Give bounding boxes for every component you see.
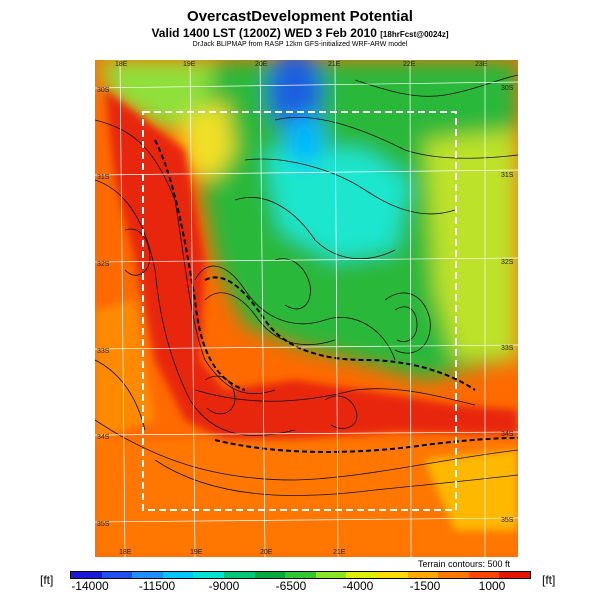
svg-text:35S: 35S	[97, 521, 110, 528]
lon-labels-top: 18E 19E 20E 21E 22E 23E	[115, 61, 488, 68]
lon-labels-bottom: 18E 19E 20E 21E	[119, 549, 346, 556]
terrain-contours	[95, 74, 518, 496]
color-scale-segment	[438, 572, 469, 578]
color-scale-segment	[407, 572, 439, 578]
forecast-tag: [18hrFcst@0024z]	[380, 30, 449, 39]
color-scale-segment	[193, 572, 224, 578]
scale-tick: -9000	[208, 579, 240, 593]
color-scale-segment	[254, 572, 286, 578]
svg-text:19E: 19E	[190, 549, 203, 556]
valid-time: Valid 1400 LST (1200Z) WED 3 Feb 2010	[151, 26, 377, 40]
svg-text:30S: 30S	[501, 85, 514, 92]
svg-text:18E: 18E	[119, 549, 132, 556]
svg-text:32S: 32S	[501, 259, 514, 266]
color-scale-segment	[499, 572, 530, 578]
unit-label-left: [ft]	[40, 573, 54, 587]
map-title: OvercastDevelopment Potential	[187, 8, 413, 25]
svg-text:32S: 32S	[97, 261, 110, 268]
svg-text:21E: 21E	[333, 549, 346, 556]
svg-text:22E: 22E	[403, 61, 416, 68]
lat-lon-grid	[95, 60, 518, 557]
credit-line: DrJack BLIPMAP from RASP 12km GFS-initia…	[192, 41, 408, 48]
color-scale-segment	[101, 572, 133, 578]
field-shading	[95, 60, 518, 557]
svg-text:33S: 33S	[97, 348, 110, 355]
color-scale-segment	[315, 572, 347, 578]
terrain-contours-note: Terrain contours: 500 ft	[417, 559, 510, 569]
color-scale-segment	[346, 572, 377, 578]
color-scale-segment	[285, 572, 316, 578]
color-scale-segment	[376, 572, 408, 578]
map-subtitle: Valid 1400 LST (1200Z) WED 3 Feb 2010 [1…	[0, 26, 600, 40]
svg-text:34S: 34S	[501, 431, 514, 438]
lat-labels-left: 30S 31S 32S 33S 34S 35S	[97, 87, 110, 528]
svg-text:18E: 18E	[115, 61, 128, 68]
svg-text:31S: 31S	[501, 172, 514, 179]
svg-text:20E: 20E	[255, 61, 268, 68]
scale-tick: -14000	[71, 579, 109, 593]
overcast-map: 18E 19E 20E 21E 22E 23E 18E 19E 20E 21E …	[95, 60, 518, 557]
color-scale-bar	[70, 571, 531, 579]
svg-text:34S: 34S	[97, 434, 110, 441]
svg-text:30S: 30S	[97, 87, 110, 94]
svg-text:23E: 23E	[475, 61, 488, 68]
color-scale-segment	[132, 572, 163, 578]
color-scale-ticks: -14000 -11500 -9000 -6500 -4000 -1500 10…	[0, 579, 600, 595]
inner-domain-box	[142, 111, 457, 511]
svg-text:33S: 33S	[501, 345, 514, 352]
overcast-contours	[154, 139, 518, 453]
svg-text:31S: 31S	[97, 174, 110, 181]
svg-text:20E: 20E	[260, 549, 273, 556]
color-scale-segment	[223, 572, 255, 578]
color-scale-segment	[468, 572, 500, 578]
color-scale-segment	[71, 572, 102, 578]
svg-text:19E: 19E	[183, 61, 196, 68]
scale-tick: -4000	[342, 579, 374, 593]
color-scale-segment	[162, 572, 194, 578]
svg-text:21E: 21E	[328, 61, 341, 68]
scale-tick: 1000	[478, 579, 506, 593]
scale-tick: -6500	[275, 579, 307, 593]
scale-tick: -11500	[138, 579, 176, 593]
unit-label-right: [ft]	[542, 573, 556, 587]
scale-tick: -1500	[409, 579, 441, 593]
svg-text:35S: 35S	[501, 517, 514, 524]
lat-labels-right: 30S 31S 32S 33S 34S 35S	[501, 85, 514, 524]
